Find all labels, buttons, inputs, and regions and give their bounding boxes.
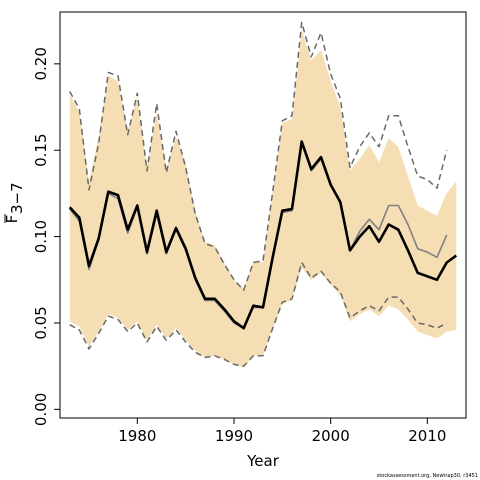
x-tick-label: 2010 [408,427,446,445]
credit-text: stockassessment.org, Newtrap30, r3451 [377,473,478,479]
series-line-estimate [68,140,458,330]
y-tick-label: 0.20 [32,47,50,80]
x-tick-label: 1980 [118,427,156,445]
x-axis: 1980 1990 2000 2010 [118,418,446,445]
y-tick-label: 0.05 [32,306,50,339]
y-tick-label: 0.00 [32,393,50,426]
confidence-band-area [69,29,457,368]
x-tick-label: 2000 [312,427,350,445]
y-axis: 0.00 0.05 0.10 0.15 0.20 [32,47,60,426]
series-line-previous-lower [69,261,448,367]
series-lines-layer [68,21,458,367]
x-axis-title: Year [246,452,280,470]
series-line-previous-upper [69,21,448,291]
y-axis-title-subscript: 3−7 [8,182,26,214]
plot-frame [59,11,467,419]
y-axis-title: F 3−7 [3,182,26,223]
x-tick-label: 1990 [215,427,253,445]
y-axis-title-main: F [3,215,21,224]
confidence-band-layer [69,29,457,368]
y-tick-label: 0.10 [32,220,50,253]
y-tick-label: 0.15 [32,134,50,167]
